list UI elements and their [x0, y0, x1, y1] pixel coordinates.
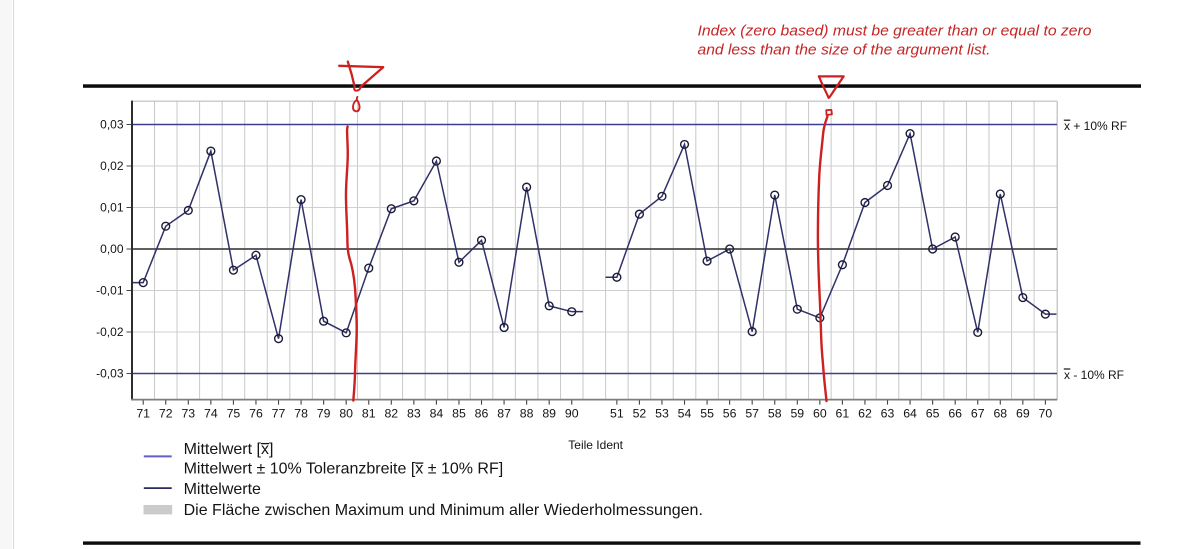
svg-text:Mittelwert ± 10% Toleranzbreit: Mittelwert ± 10% Toleranzbreite [x ± 10%…	[184, 460, 504, 477]
svg-text:67: 67	[971, 406, 985, 420]
svg-text:74: 74	[204, 406, 218, 420]
svg-text:0,01: 0,01	[100, 201, 124, 215]
svg-text:0,03: 0,03	[100, 118, 124, 132]
svg-text:-0,02: -0,02	[96, 325, 124, 339]
svg-text:x + 10% RF: x + 10% RF	[1064, 119, 1127, 133]
svg-text:76: 76	[249, 406, 263, 420]
svg-text:Mittelwerte: Mittelwerte	[184, 481, 261, 498]
svg-text:-0,03: -0,03	[96, 367, 124, 381]
svg-text:89: 89	[542, 406, 556, 420]
svg-text:79: 79	[317, 406, 331, 420]
svg-text:62: 62	[858, 406, 872, 420]
svg-text:75: 75	[227, 406, 241, 420]
svg-text:55: 55	[700, 406, 714, 420]
svg-text:63: 63	[881, 406, 895, 420]
svg-text:51: 51	[610, 406, 624, 420]
svg-text:Mittelwert [x]: Mittelwert [x]	[184, 441, 274, 458]
svg-text:82: 82	[384, 406, 398, 420]
svg-text:57: 57	[745, 406, 759, 420]
svg-text:85: 85	[452, 406, 466, 420]
svg-text:70: 70	[1039, 406, 1053, 420]
svg-text:61: 61	[836, 406, 850, 420]
svg-text:71: 71	[136, 406, 150, 420]
svg-text:72: 72	[159, 406, 173, 420]
svg-text:53: 53	[655, 406, 669, 420]
svg-text:73: 73	[181, 406, 195, 420]
svg-text:83: 83	[407, 406, 421, 420]
svg-text:0,00: 0,00	[100, 242, 124, 256]
svg-text:69: 69	[1016, 406, 1030, 420]
svg-text:Index (zero based) must be gre: Index (zero based) must be greater than …	[698, 23, 1092, 40]
svg-text:-0,01: -0,01	[96, 284, 124, 298]
svg-text:56: 56	[723, 406, 737, 420]
svg-text:65: 65	[926, 406, 940, 420]
svg-text:87: 87	[497, 406, 511, 420]
svg-text:66: 66	[948, 406, 962, 420]
svg-text:Die Fläche zwischen Maximum un: Die Fläche zwischen Maximum und Minimum …	[184, 502, 703, 519]
svg-text:0,02: 0,02	[100, 159, 124, 173]
svg-text:86: 86	[475, 406, 489, 420]
svg-text:52: 52	[633, 406, 647, 420]
svg-text:64: 64	[903, 406, 917, 420]
svg-text:54: 54	[678, 406, 692, 420]
svg-text:88: 88	[520, 406, 534, 420]
svg-text:78: 78	[294, 406, 308, 420]
svg-text:58: 58	[768, 406, 782, 420]
svg-text:x - 10% RF: x - 10% RF	[1064, 368, 1124, 382]
svg-text:77: 77	[272, 406, 286, 420]
svg-text:84: 84	[430, 406, 444, 420]
svg-text:81: 81	[362, 406, 376, 420]
svg-text:59: 59	[790, 406, 804, 420]
svg-text:90: 90	[565, 406, 579, 420]
svg-text:60: 60	[813, 406, 827, 420]
svg-text:68: 68	[993, 406, 1007, 420]
svg-text:Teile Ident: Teile Ident	[568, 438, 623, 452]
svg-text:80: 80	[339, 406, 353, 420]
svg-text:and less than the size of the: and less than the size of the argument l…	[698, 42, 991, 59]
